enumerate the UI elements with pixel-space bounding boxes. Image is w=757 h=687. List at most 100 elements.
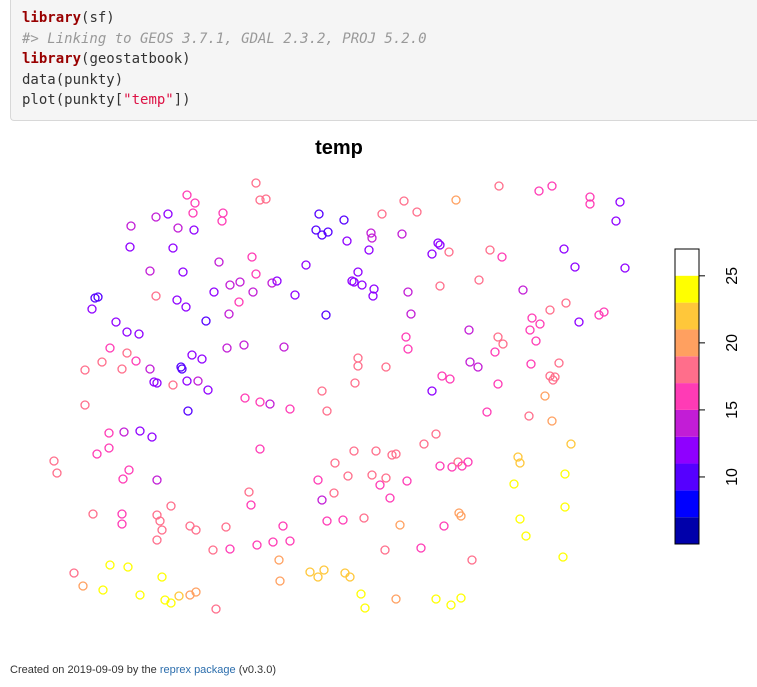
data-point bbox=[267, 278, 277, 288]
data-point bbox=[185, 521, 195, 531]
data-point bbox=[151, 291, 161, 301]
data-point bbox=[247, 252, 257, 262]
data-point bbox=[69, 568, 79, 578]
data-point bbox=[474, 275, 484, 285]
data-point bbox=[451, 195, 461, 205]
data-point bbox=[118, 474, 128, 484]
data-point bbox=[80, 400, 90, 410]
data-point bbox=[321, 310, 331, 320]
data-point bbox=[157, 525, 167, 535]
data-point bbox=[490, 347, 500, 357]
colorbar-segment bbox=[675, 436, 699, 464]
data-point bbox=[225, 280, 235, 290]
data-point bbox=[570, 262, 580, 272]
data-point bbox=[314, 209, 324, 219]
data-point bbox=[456, 593, 466, 603]
data-point bbox=[157, 572, 167, 582]
data-point bbox=[366, 228, 376, 238]
data-point bbox=[182, 190, 192, 200]
colorbar-segment bbox=[675, 490, 699, 518]
data-point bbox=[395, 520, 405, 530]
data-point bbox=[515, 458, 525, 468]
data-point bbox=[221, 522, 231, 532]
data-point bbox=[268, 537, 278, 547]
data-point bbox=[585, 199, 595, 209]
code-block: library(sf) #> Linking to GEOS 3.7.1, GD… bbox=[10, 0, 757, 121]
data-point bbox=[412, 207, 422, 217]
data-point bbox=[433, 238, 443, 248]
data-point bbox=[122, 327, 132, 337]
data-point bbox=[126, 221, 136, 231]
data-point bbox=[416, 543, 426, 553]
data-point bbox=[402, 476, 412, 486]
data-point bbox=[387, 450, 397, 460]
data-point bbox=[545, 305, 555, 315]
colorbar-segment bbox=[675, 409, 699, 437]
data-point bbox=[513, 452, 523, 462]
data-point bbox=[261, 194, 271, 204]
data-point bbox=[497, 252, 507, 262]
data-point bbox=[98, 585, 108, 595]
data-point bbox=[534, 186, 544, 196]
data-point bbox=[323, 227, 333, 237]
data-point bbox=[234, 297, 244, 307]
data-point bbox=[105, 343, 115, 353]
data-point bbox=[349, 277, 359, 287]
data-point bbox=[208, 545, 218, 555]
data-point bbox=[251, 178, 261, 188]
data-point bbox=[322, 516, 332, 526]
colorbar-tick-label: 20 bbox=[724, 334, 741, 352]
data-point bbox=[391, 449, 401, 459]
data-point bbox=[123, 562, 133, 572]
code-line-4: data(punkty) bbox=[22, 71, 124, 88]
data-point bbox=[381, 362, 391, 372]
code-line-2: #> Linking to GEOS 3.7.1, GDAL 2.3.2, PR… bbox=[22, 30, 427, 47]
data-point bbox=[235, 277, 245, 287]
temp-map-plot: temp 10 15 20 25 bbox=[49, 137, 741, 614]
data-point bbox=[177, 364, 187, 374]
colorbar-segment bbox=[675, 302, 699, 330]
data-point bbox=[364, 245, 374, 255]
data-point bbox=[252, 540, 262, 550]
data-point bbox=[166, 598, 176, 608]
data-point bbox=[535, 319, 545, 329]
data-point bbox=[80, 365, 90, 375]
data-point bbox=[97, 357, 107, 367]
footer-version: (v0.3.0) bbox=[235, 664, 277, 676]
reprex-footer: Created on 2019-09-09 by the reprex pack… bbox=[10, 664, 276, 676]
data-point bbox=[272, 276, 282, 286]
data-point bbox=[566, 439, 576, 449]
data-point bbox=[360, 603, 370, 613]
data-point bbox=[188, 208, 198, 218]
data-point bbox=[311, 225, 321, 235]
data-point bbox=[444, 247, 454, 257]
data-point bbox=[498, 339, 508, 349]
data-point bbox=[349, 446, 359, 456]
data-point bbox=[446, 600, 456, 610]
data-point bbox=[78, 581, 88, 591]
data-point bbox=[193, 376, 203, 386]
data-point bbox=[381, 473, 391, 483]
colorbar-border bbox=[674, 248, 700, 545]
colorbar-segment bbox=[675, 463, 699, 491]
data-point bbox=[182, 376, 192, 386]
data-point bbox=[52, 468, 62, 478]
code-line-3: library(geostatbook) bbox=[22, 51, 191, 67]
data-point bbox=[531, 336, 541, 346]
data-point bbox=[406, 309, 416, 319]
colorbar-tick-label: 25 bbox=[724, 267, 741, 285]
data-point bbox=[456, 511, 466, 521]
data-point bbox=[104, 428, 114, 438]
data-point bbox=[465, 357, 475, 367]
data-point bbox=[524, 411, 534, 421]
data-point bbox=[353, 267, 363, 277]
data-point bbox=[560, 469, 570, 479]
data-point bbox=[368, 291, 378, 301]
data-point bbox=[285, 404, 295, 414]
data-point bbox=[117, 509, 127, 519]
data-point bbox=[222, 343, 232, 353]
data-point bbox=[174, 591, 184, 601]
data-point bbox=[521, 531, 531, 541]
reprex-package-link[interactable]: reprex package bbox=[159, 664, 236, 676]
data-point bbox=[369, 284, 379, 294]
